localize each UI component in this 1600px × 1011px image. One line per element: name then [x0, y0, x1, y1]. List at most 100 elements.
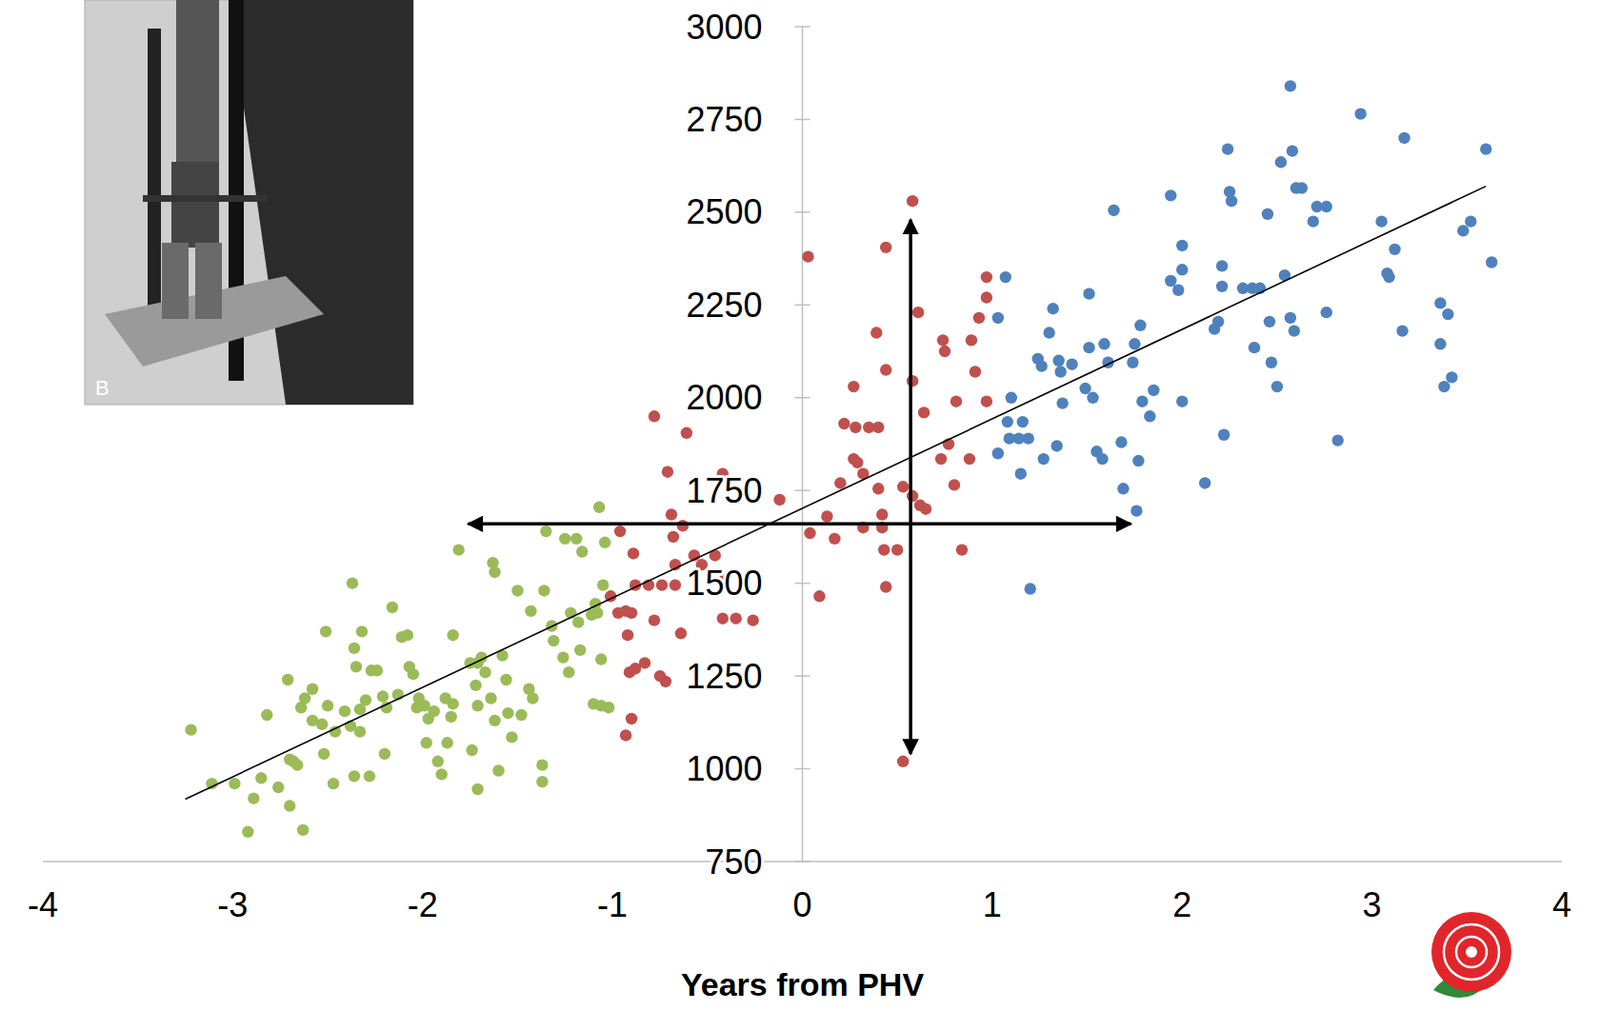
logo	[1431, 912, 1512, 999]
point	[920, 503, 932, 516]
point	[1176, 395, 1188, 407]
point	[1038, 453, 1050, 465]
point	[505, 731, 518, 743]
point	[318, 748, 330, 760]
point	[536, 759, 548, 771]
point	[1457, 224, 1469, 237]
y-tick-label: 3000	[685, 7, 762, 47]
point	[730, 612, 742, 624]
x-tick-label: -3	[217, 885, 248, 925]
point	[371, 664, 383, 677]
x-tick-label: 2	[1172, 885, 1192, 925]
point	[515, 709, 527, 721]
point	[386, 601, 399, 614]
point	[1218, 429, 1230, 441]
point	[669, 579, 681, 591]
point	[572, 616, 584, 628]
point	[847, 380, 860, 393]
point	[1176, 263, 1188, 276]
point	[878, 543, 890, 556]
point	[1434, 297, 1446, 309]
point	[440, 737, 453, 749]
x-tick-label: 4	[1552, 885, 1572, 925]
y-tick-label: 2000	[685, 378, 762, 418]
point	[1354, 107, 1366, 120]
point	[283, 800, 296, 812]
point	[660, 676, 672, 688]
point	[593, 501, 605, 514]
point	[1134, 320, 1146, 332]
photo-label: B	[95, 376, 110, 400]
chart: B750100012501500175020002250250027503000…	[0, 0, 1600, 1011]
point	[1017, 416, 1029, 428]
point	[1086, 392, 1099, 404]
point	[348, 642, 360, 655]
point	[484, 692, 497, 704]
point	[1212, 316, 1224, 328]
point	[906, 375, 919, 387]
y-tick	[795, 675, 811, 678]
point	[918, 406, 930, 419]
point	[321, 700, 334, 712]
point	[559, 533, 571, 545]
x-tick-label: 0	[792, 885, 812, 925]
point	[1126, 357, 1139, 369]
point	[1115, 436, 1127, 448]
point	[1024, 582, 1037, 595]
point	[621, 629, 634, 641]
point	[492, 764, 504, 777]
y-tick	[795, 304, 811, 307]
point	[656, 579, 668, 591]
point	[1296, 181, 1308, 194]
point	[876, 508, 888, 520]
point	[540, 525, 552, 538]
point	[354, 725, 366, 738]
point	[620, 729, 632, 741]
point	[536, 776, 548, 788]
point	[1147, 384, 1160, 397]
point	[511, 584, 523, 597]
y-tick	[795, 211, 811, 214]
point	[260, 709, 273, 721]
point	[973, 312, 985, 324]
point	[614, 525, 626, 538]
point	[1096, 453, 1108, 465]
point	[1056, 397, 1068, 409]
y-tick	[795, 768, 811, 771]
y-tick-label: 750	[704, 842, 762, 882]
point	[1128, 338, 1140, 350]
arrow	[468, 522, 1132, 527]
point	[360, 694, 372, 706]
point	[880, 363, 892, 376]
point	[1248, 341, 1260, 354]
point	[1382, 271, 1395, 283]
point	[1117, 482, 1129, 495]
point	[625, 713, 638, 725]
point	[446, 629, 459, 641]
logo-petal	[1431, 912, 1512, 993]
photo-panel	[228, 0, 414, 405]
point	[327, 778, 340, 790]
x-axis-line	[42, 860, 1562, 863]
point	[595, 653, 607, 665]
point	[1164, 275, 1177, 287]
point	[1036, 360, 1048, 372]
point	[1082, 287, 1095, 300]
point	[980, 395, 993, 407]
point	[420, 737, 433, 749]
y-tick	[795, 25, 811, 28]
point	[465, 744, 478, 757]
point	[557, 651, 569, 663]
photo-person	[161, 242, 189, 320]
point	[350, 660, 362, 673]
point	[1388, 243, 1400, 256]
point	[379, 748, 391, 760]
point	[746, 614, 759, 626]
y-tick-label: 1000	[685, 749, 762, 789]
point	[547, 635, 560, 647]
point	[488, 715, 500, 727]
point	[1001, 416, 1014, 428]
point	[299, 692, 311, 704]
point	[1286, 144, 1299, 157]
x-tick-label: 3	[1362, 885, 1382, 925]
